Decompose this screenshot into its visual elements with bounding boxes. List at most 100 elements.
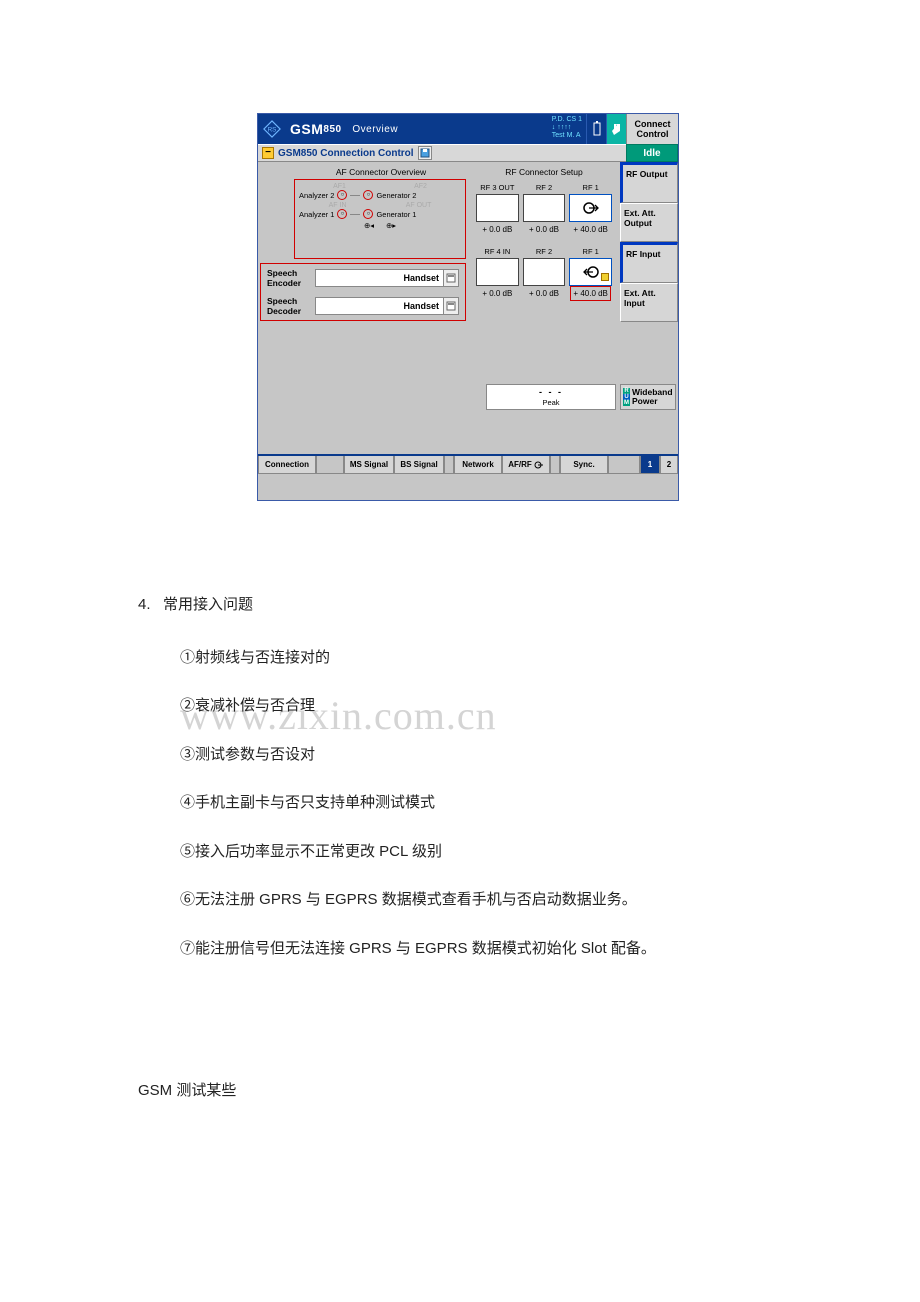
list-item: ④手机主副卡与否只支持单种测试模式 bbox=[138, 792, 778, 815]
save-icon[interactable] bbox=[418, 146, 432, 160]
encoder-select[interactable]: Handset bbox=[315, 269, 443, 287]
rf-box[interactable] bbox=[476, 258, 519, 286]
af-red-box: AF1 AF2 Analyzer 2 ○ ○ Generator 2 AF IN… bbox=[294, 179, 466, 259]
tab-network[interactable]: Network bbox=[454, 456, 502, 474]
warning-marker-icon bbox=[601, 273, 609, 281]
rf-header: RF Connector Setup bbox=[468, 164, 620, 179]
sub-spacer bbox=[436, 144, 626, 162]
title-band: 850 bbox=[323, 124, 341, 135]
db-value: + 0.0 dB bbox=[521, 286, 568, 299]
rf-box[interactable] bbox=[476, 194, 519, 222]
list-item: ①射频线与否连接对的 bbox=[138, 647, 778, 670]
list-item: ⑥无法注册 GPRS 与 EGPRS 数据模式查看手机与否启动数据业务。 bbox=[138, 889, 778, 912]
af-header: AF Connector Overview bbox=[258, 164, 468, 179]
peak-row: - - - Peak R U M Wideband Power bbox=[258, 380, 678, 418]
afout-label: AF OUT bbox=[406, 202, 432, 209]
tab-page-1[interactable]: 1 bbox=[640, 456, 660, 474]
afrf-label: AF/RF bbox=[508, 460, 532, 469]
status-line: ↓ ↑↑↑↑ bbox=[552, 124, 582, 132]
decoder-select[interactable]: Handset bbox=[315, 297, 443, 315]
tab-sync[interactable]: Sync. bbox=[560, 456, 608, 474]
connection-control-tab[interactable]: − GSM850 Connection Control bbox=[258, 144, 436, 162]
peak-field: - - - Peak bbox=[486, 384, 616, 410]
speech-decoder-label: Speech Decoder bbox=[267, 296, 315, 316]
rum-stripe-icon: R U M bbox=[623, 388, 630, 406]
generator1-label: Generator 1 bbox=[376, 210, 416, 219]
ext-att-input-button[interactable]: Ext. Att. Input bbox=[620, 283, 678, 322]
db-value-boxed[interactable]: + 40.0 dB bbox=[567, 286, 614, 299]
hand-icon[interactable] bbox=[606, 114, 626, 144]
af-node-icon: ○ bbox=[363, 190, 373, 200]
connector-out-icon bbox=[583, 201, 599, 215]
rf-box-selected[interactable] bbox=[569, 194, 612, 222]
rf-box[interactable] bbox=[523, 258, 566, 286]
side-buttons: RF Output Ext. Att. Output RF Input Ext.… bbox=[620, 162, 678, 380]
h4-num: 4. bbox=[138, 594, 151, 617]
af-node-icon: ○ bbox=[363, 209, 373, 219]
tab-empty bbox=[608, 456, 640, 474]
connect-label: Connect bbox=[635, 119, 671, 129]
last-line: GSM 测试某些 bbox=[138, 1080, 778, 1103]
title-bar: RS GSM850 Overview P.D. CS 1 ↓ ↑↑↑↑ Test… bbox=[258, 114, 678, 144]
sub-header: − GSM850 Connection Control Idle bbox=[258, 144, 678, 162]
af-line bbox=[350, 214, 360, 215]
tab-empty bbox=[316, 456, 344, 474]
handset-red-box: Speech Encoder Handset Speech Decoder Ha… bbox=[260, 263, 466, 321]
idle-status: Idle bbox=[626, 144, 678, 162]
list-item: ③测试参数与否设对 bbox=[138, 744, 778, 767]
list-item: ⑤接入后功率显示不正常更改 PCL 级别 bbox=[138, 841, 778, 864]
connect-control-button[interactable]: Connect Control bbox=[626, 114, 678, 144]
db-red-box: + 40.0 dB bbox=[570, 286, 610, 301]
control-label: Control bbox=[637, 129, 669, 139]
rs-logo: RS bbox=[258, 114, 286, 144]
analyzer2-label: Analyzer 2 bbox=[299, 191, 334, 200]
battery-icon[interactable] bbox=[586, 114, 606, 144]
afin-label: AF IN bbox=[329, 202, 347, 209]
rf-input-button[interactable]: RF Input bbox=[620, 242, 678, 283]
tab-empty bbox=[444, 456, 454, 474]
title-main: GSM bbox=[290, 121, 323, 137]
main-area: AF Connector Overview AF1 AF2 Analyzer 2… bbox=[258, 162, 678, 380]
output-jack-icon: ⊕▸ bbox=[386, 221, 396, 230]
rf-output-button[interactable]: RF Output bbox=[620, 162, 678, 203]
wideband-power-button[interactable]: R U M Wideband Power bbox=[620, 384, 676, 410]
db-value: + 0.0 dB bbox=[474, 286, 521, 299]
af-node-icon: ○ bbox=[337, 190, 347, 200]
ext-att-output-button[interactable]: Ext. Att. Output bbox=[620, 203, 678, 242]
h4-text: 常用接入问题 bbox=[163, 596, 253, 613]
analyzer1-label: Analyzer 1 bbox=[299, 210, 334, 219]
collapse-icon[interactable]: − bbox=[262, 147, 274, 159]
footer-tabs: Connection MS Signal BS Signal Network A… bbox=[258, 454, 678, 474]
document-body: 4. 常用接入问题 ①射频线与否连接对的 ②衰减补偿与否合理 ③测试参数与否设对… bbox=[138, 594, 778, 1129]
af2-label: AF2 bbox=[414, 183, 427, 190]
gsm-window: RS GSM850 Overview P.D. CS 1 ↓ ↑↑↑↑ Test… bbox=[257, 113, 679, 501]
tab-bs-signal[interactable]: BS Signal bbox=[394, 456, 444, 474]
rf1-label: RF 1 bbox=[567, 245, 614, 258]
rf1-label: RF 1 bbox=[567, 181, 614, 194]
status-line: P.D. CS 1 bbox=[552, 116, 582, 124]
rf3out-label: RF 3 OUT bbox=[474, 181, 521, 194]
af1-label: AF1 bbox=[333, 183, 346, 190]
tab-connection[interactable]: Connection bbox=[258, 456, 316, 474]
title-icons: P.D. CS 1 ↓ ↑↑↑↑ Test M. A bbox=[548, 114, 626, 144]
sub-title: GSM850 Connection Control bbox=[278, 148, 414, 159]
db-value: + 40.0 dB bbox=[567, 222, 614, 235]
rf2-label: RF 2 bbox=[521, 181, 568, 194]
generator2-label: Generator 2 bbox=[376, 191, 416, 200]
speech-encoder-label: Speech Encoder bbox=[267, 268, 315, 288]
tab-page-2[interactable]: 2 bbox=[660, 456, 678, 474]
peak-dash: - - - bbox=[539, 387, 563, 397]
af-node-icon: ○ bbox=[337, 209, 347, 219]
tab-ms-signal[interactable]: MS Signal bbox=[344, 456, 394, 474]
dropdown-icon[interactable] bbox=[443, 297, 459, 315]
tab-afrf[interactable]: AF/RF bbox=[502, 456, 550, 474]
db-value: + 0.0 dB bbox=[474, 222, 521, 235]
wideband-label: Wideband Power bbox=[632, 388, 675, 406]
rf4in-label: RF 4 IN bbox=[474, 245, 521, 258]
rf-panel: RF Connector Setup RF 3 OUT RF 2 RF 1 + … bbox=[468, 162, 620, 380]
title-sub: Overview bbox=[352, 124, 398, 135]
rf-box[interactable] bbox=[523, 194, 566, 222]
af-line bbox=[350, 195, 360, 196]
rf-box-selected[interactable] bbox=[569, 258, 612, 286]
dropdown-icon[interactable] bbox=[443, 269, 459, 287]
